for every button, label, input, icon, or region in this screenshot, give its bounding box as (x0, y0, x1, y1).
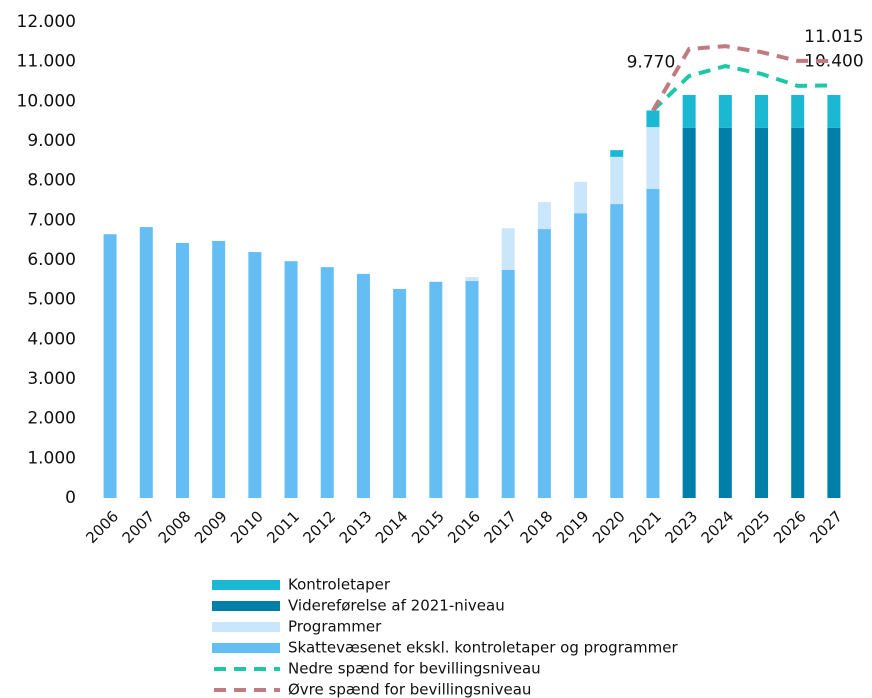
y-tick-label: 12.000 (17, 12, 76, 32)
bar (537, 229, 551, 498)
y-tick-label: 10.000 (17, 91, 76, 111)
y-tick-label: 0 (65, 488, 76, 508)
legend-swatch (212, 601, 280, 611)
data-label: 10.400 (804, 51, 863, 71)
x-tick-label: 2010 (227, 507, 267, 547)
bar (755, 94, 769, 128)
x-tick-label: 2023 (661, 507, 701, 547)
x-tick-label: 2025 (734, 507, 774, 547)
legend-label: Programmer (288, 618, 382, 636)
y-tick-label: 1.000 (27, 448, 76, 468)
line (651, 44, 834, 112)
x-tick-label: 2006 (82, 507, 122, 547)
bar (248, 252, 262, 498)
bar (537, 202, 551, 230)
bar (574, 181, 588, 214)
y-tick-label: 3.000 (27, 369, 76, 389)
x-tick-label: 2014 (372, 507, 412, 547)
y-tick-label: 4.000 (27, 329, 76, 349)
bar (610, 204, 624, 498)
y-tick-label: 2.000 (27, 409, 76, 429)
x-tick-label: 2021 (625, 507, 665, 547)
bar (646, 127, 660, 189)
bar (718, 94, 732, 128)
bar (139, 227, 153, 498)
bar (574, 213, 588, 498)
bar (429, 281, 443, 498)
x-tick-label: 2013 (336, 507, 376, 547)
x-tick-label: 2008 (155, 507, 195, 547)
legend-label: Kontroletaper (288, 576, 391, 594)
x-tick-label: 2018 (517, 507, 557, 547)
data-label: 9.770 (627, 52, 676, 72)
legend-swatch (212, 580, 280, 590)
bar (393, 288, 407, 498)
bar (646, 188, 660, 498)
bar (465, 277, 479, 282)
x-tick-label: 2024 (698, 507, 738, 547)
bar (610, 156, 624, 205)
bar (610, 150, 624, 157)
y-tick-label: 7.000 (27, 210, 76, 230)
bar (682, 94, 696, 128)
bar (103, 234, 117, 498)
y-tick-label: 8.000 (27, 171, 76, 191)
x-tick-label: 2007 (119, 507, 159, 547)
bar (320, 267, 334, 498)
legend-label: Øvre spænd for bevillingsniveau (288, 681, 531, 698)
x-tick-label: 2012 (300, 507, 340, 547)
bar (718, 127, 732, 498)
bar (827, 94, 841, 128)
bar (356, 273, 370, 498)
x-tick-label: 2011 (263, 507, 303, 547)
bar (465, 281, 479, 498)
bar (175, 242, 189, 498)
data-label: 11.015 (804, 27, 863, 47)
x-tick-label: 2009 (191, 507, 231, 547)
y-tick-label: 6.000 (27, 250, 76, 270)
bar (791, 127, 805, 498)
line (651, 63, 834, 112)
x-tick-label: 2017 (480, 507, 520, 547)
bar (284, 261, 298, 498)
bar (646, 110, 660, 128)
bar (827, 127, 841, 498)
bar (682, 127, 696, 498)
legend-label: Skattevæsenet ekskl. kontroletaper og pr… (288, 639, 679, 657)
y-tick-label: 11.000 (17, 52, 76, 72)
x-tick-label: 2019 (553, 507, 593, 547)
bar (791, 94, 805, 128)
legend-label: Nedre spænd for bevillingsniveau (288, 660, 541, 678)
y-tick-label: 9.000 (27, 131, 76, 151)
bar (501, 269, 515, 498)
x-tick-label: 2027 (806, 507, 846, 547)
x-tick-label: 2016 (444, 507, 484, 547)
y-tick-label: 5.000 (27, 290, 76, 310)
legend-swatch (212, 622, 280, 632)
bar (755, 127, 769, 498)
x-tick-label: 2026 (770, 507, 810, 547)
x-tick-label: 2020 (589, 507, 629, 547)
bar (501, 228, 515, 270)
legend-label: Videreførelse af 2021-niveau (288, 597, 505, 615)
legend-swatch (212, 643, 280, 653)
x-tick-label: 2015 (408, 507, 448, 547)
bar (212, 240, 226, 498)
